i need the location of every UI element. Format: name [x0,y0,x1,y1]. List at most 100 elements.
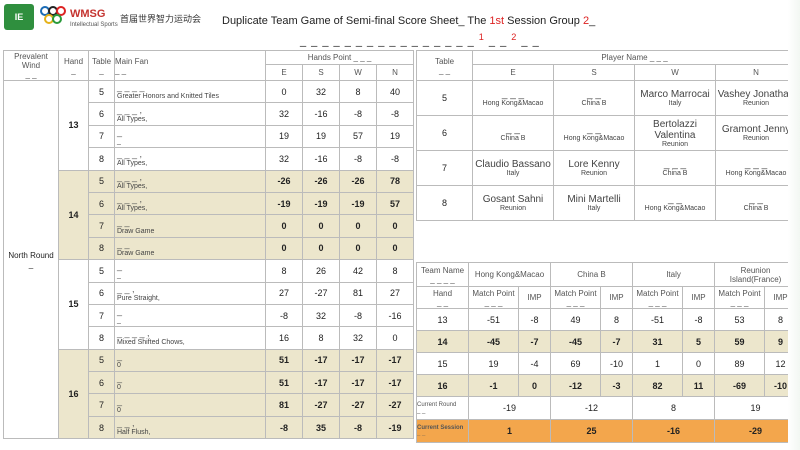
score-hand-number: 16 [416,374,469,397]
hands-point-e: 0 [265,79,303,104]
ie-logo: IE [4,4,34,30]
score-col-hand: Hand _ _ [416,286,469,309]
prevalent-wind-cell: North Round _ [3,79,59,440]
hands-point-w: -17 [339,371,377,395]
sheet-title: Duplicate Team Game of Semi-final Score … [222,15,596,27]
hand-number: 15 [58,259,89,350]
table-number: 7 [88,124,115,149]
current-session-value: 1 [467,419,552,443]
hand-row: 7 _ 0 81 -27 -27 -27 [4,393,414,417]
imp-value: -7 [517,330,552,353]
sheet-title-cn: _ _ _ _ _ _ _ _ _ _ _ _ _ _ _ _ 1 _ _ 2 … [300,32,540,48]
player-col-south: S [553,64,635,81]
wmsg-logo-text: WMSG [70,8,106,20]
score-hand-number: 13 [416,308,469,331]
hands-point-e: -8 [265,415,303,440]
player-row: 7 Claudio Bassano Italy Lore Kenny Reunion _ … [416,150,798,186]
team-score-table: Team Name _ _ _ _ Hong Kong&Macao China B… [416,262,798,443]
hands-point-n: 57 [376,191,414,216]
table-number: 5 [88,259,115,283]
col-header-west: W [339,64,377,81]
hands-point-w: 0 [339,236,377,261]
match-point-value: 19 [468,352,519,375]
player-name-cell: Mini Martelli Italy [553,185,635,221]
player-col-header-name: Player Name _ _ _ [471,50,798,65]
player-col-north: N [714,64,798,81]
match-point-value: 89 [714,352,766,375]
hands-point-s: -19 [302,191,340,216]
player-name-cell: Bertolazzi Valentina Reunion [634,115,716,151]
main-fan-cell: _ _ _ , All Types, [114,169,266,193]
table-number: 7 [88,303,115,328]
main-fan-cell: _ 0 [114,348,266,373]
col-header-prevalent-wind: Prevalent Wind _ _ [3,50,59,81]
hands-point-n: -16 [376,303,414,328]
table-number: 5 [88,348,115,373]
hands-point-e: -19 [265,191,303,216]
current-round-value: -19 [467,396,552,420]
hands-point-w: 42 [339,259,377,283]
col-header-hands-point: Hands Point _ _ _ [265,50,414,65]
score-row: 16 -1 0 -12 -3 82 11 -69 -10 [416,374,798,397]
table-number: 6 [88,102,115,126]
hands-point-n: -8 [376,147,414,171]
main-fan-cell: _ 0 [114,393,266,417]
hands-point-n: 0 [376,214,414,238]
hand-row: North Round _ 13 5 _ _ _ _ Greater Honors and… [3,79,414,440]
hand-row: 6 _ _ , Pure Straight, 27 -27 81 27 [4,281,414,305]
hands-point-s: 0 [302,236,340,261]
player-col-header-table: Table _ _ [416,50,473,81]
main-fan-cell: _ _ _ , All Types, [114,102,266,126]
player-col-west: W [634,64,716,81]
hands-point-w: 81 [339,281,377,305]
player-name-cell: _ _ China B [472,115,554,151]
col-header-south: S [302,64,340,81]
col-header-hand: Hand _ [58,50,89,81]
match-point-value: -45 [550,330,602,353]
hands-point-n: 78 [376,169,414,193]
hand-number: 13 [58,80,89,171]
hands-point-w: -17 [339,348,377,373]
table-number: 7 [88,214,115,238]
hands-point-s: 0 [302,214,340,238]
table-number: 8 [88,147,115,171]
main-fan-cell: _ _ _ , All Types, [114,191,266,216]
hands-point-s: -17 [302,371,340,395]
hands-point-n: -8 [376,102,414,126]
hands-point-s: -27 [302,281,340,305]
score-row: 15 19 -4 69 -10 1 0 89 12 [416,352,798,375]
player-row: 6 _ _ China B _ _ Hong Kong&Macao Bertolazzi … [416,115,798,151]
match-point-value: 31 [632,330,684,353]
hand-row: 7 _ _ -8 32 -8 -16 [4,303,414,328]
hands-point-e: -8 [265,303,303,328]
hands-point-n: -19 [376,415,414,440]
table-number: 5 [88,169,115,193]
match-point-value: 59 [714,330,766,353]
col-header-table: Table _ [88,50,115,81]
player-name-cell: Marco Marrocai Italy [634,80,716,116]
match-point-value: -51 [632,308,684,331]
hands-point-w: -8 [339,102,377,126]
imp-value: -4 [517,352,552,375]
player-name-cell: _ _ China B [553,80,635,116]
hand-number: 16 [58,348,89,440]
current-session-value: -29 [714,419,798,443]
imp-value: 5 [682,330,716,353]
match-point-header: Match Point _ _ _ [632,286,684,309]
col-header-main-fan: Main Fan _ _ [114,50,266,81]
team-name-1: Hong Kong&Macao [467,262,552,287]
table-number: 6 [88,281,115,305]
hands-point-e: 32 [265,147,303,171]
hands-point-w: -19 [339,191,377,216]
games-cn-title: 首届世界智力运动会 [120,14,202,24]
match-point-header: Match Point _ _ _ [550,286,602,309]
current-session-value: 25 [550,419,634,443]
hand-row: 6 _ _ _ , All Types, -19 -19 -19 57 [4,191,414,216]
player-name-cell: Lore Kenny Reunion [553,150,635,186]
hands-point-e: 0 [265,214,303,238]
hands-point-w: 0 [339,214,377,238]
table-number: 8 [88,415,115,440]
match-point-value: 69 [550,352,602,375]
wmsg-logo-subtitle: Intellectual Sports [70,22,118,28]
player-name-cell: Claudio Bassano Italy [472,150,554,186]
